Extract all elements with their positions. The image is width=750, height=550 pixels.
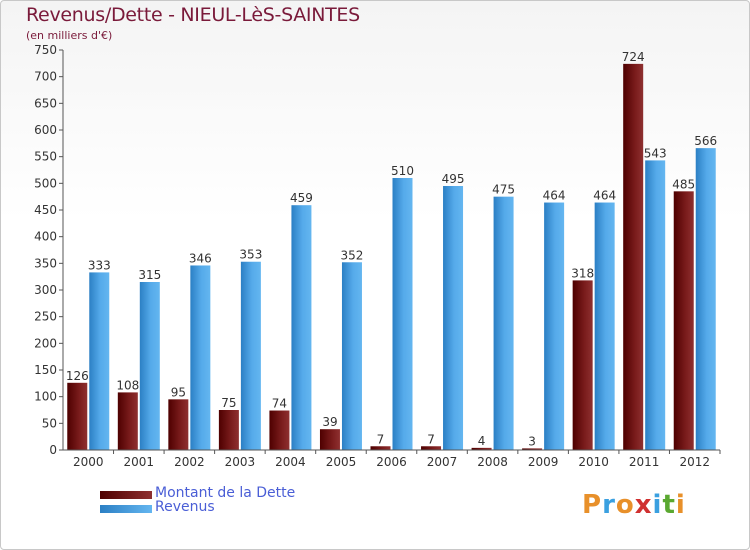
data-label-debt: 108 bbox=[116, 378, 139, 392]
data-label-revenue: 346 bbox=[189, 251, 212, 265]
bar-revenue bbox=[392, 178, 413, 450]
legend-swatch-revenue bbox=[100, 505, 152, 513]
bar-debt bbox=[319, 429, 340, 450]
bar-debt bbox=[117, 392, 138, 450]
data-label-debt: 95 bbox=[171, 385, 186, 399]
proxiti-logo: Proxiti bbox=[582, 490, 686, 520]
y-tick-label: 600 bbox=[34, 123, 57, 137]
x-axis: 2000 2001 2002 2003 2004 2005 2006 2007 2008 2009… bbox=[63, 449, 721, 469]
bar-debt bbox=[522, 448, 543, 450]
y-tick-label: 250 bbox=[34, 310, 57, 324]
data-label-debt: 75 bbox=[221, 396, 236, 410]
y-tick-label: 150 bbox=[34, 363, 57, 377]
logo-letter: r bbox=[602, 490, 616, 520]
legend-label-debt: Montant de la Dette bbox=[155, 485, 296, 501]
x-tick-label: 2007 bbox=[427, 455, 458, 469]
bar-revenue bbox=[89, 272, 110, 450]
logo-letter: P bbox=[582, 490, 603, 520]
data-label-revenue: 352 bbox=[341, 248, 364, 262]
bars: 126 333 108 315 95 346 75 353 74 459 39 352 7 510 7 495… bbox=[66, 50, 717, 451]
data-label-revenue: 464 bbox=[593, 189, 616, 203]
x-tick-label: 2010 bbox=[578, 455, 609, 469]
chart-subtitle: (en milliers d'€) bbox=[26, 29, 113, 42]
bar-revenue bbox=[190, 265, 211, 450]
bar-revenue bbox=[443, 186, 464, 450]
data-label-debt: 7 bbox=[377, 432, 385, 446]
y-axis: 0 50 100 150 200 250 300 350 400 450 500 550 600 650 7… bbox=[34, 43, 64, 457]
bar-debt bbox=[421, 446, 442, 450]
logo-letter: t bbox=[662, 490, 676, 520]
y-tick-label: 200 bbox=[34, 336, 57, 350]
bar-debt bbox=[623, 63, 644, 450]
bar-revenue bbox=[493, 196, 514, 450]
data-label-revenue: 475 bbox=[492, 183, 515, 197]
x-tick-label: 2008 bbox=[477, 455, 508, 469]
x-tick-label: 2000 bbox=[73, 455, 104, 469]
y-tick-label: 550 bbox=[34, 150, 57, 164]
bar-revenue bbox=[544, 202, 565, 450]
x-tick-label: 2001 bbox=[124, 455, 155, 469]
y-tick-label: 50 bbox=[42, 416, 57, 430]
x-tick-label: 2012 bbox=[679, 455, 710, 469]
bar-revenue bbox=[291, 205, 312, 450]
y-tick-label: 400 bbox=[34, 230, 57, 244]
logo-letter: o bbox=[615, 490, 635, 520]
data-label-debt: 126 bbox=[66, 369, 89, 383]
bar-debt bbox=[67, 382, 88, 450]
data-label-revenue: 459 bbox=[290, 191, 313, 205]
legend-swatch-debt bbox=[100, 491, 152, 499]
y-tick-label: 650 bbox=[34, 96, 57, 110]
data-label-revenue: 333 bbox=[88, 258, 111, 272]
y-tick-label: 350 bbox=[34, 256, 57, 270]
x-tick-label: 2002 bbox=[174, 455, 205, 469]
data-label-debt: 724 bbox=[622, 50, 645, 64]
x-tick-label: 2006 bbox=[376, 455, 407, 469]
legend-label-revenue: Revenus bbox=[155, 499, 215, 515]
bar-revenue bbox=[139, 282, 160, 450]
bar-debt bbox=[218, 410, 239, 450]
data-label-debt: 318 bbox=[571, 266, 594, 280]
bar-debt bbox=[471, 447, 492, 450]
data-label-revenue: 464 bbox=[543, 189, 566, 203]
x-tick-label: 2011 bbox=[629, 455, 660, 469]
y-tick-label: 100 bbox=[34, 390, 57, 404]
logo-letter: i bbox=[675, 490, 686, 520]
bar-debt bbox=[572, 280, 593, 450]
bar-debt bbox=[168, 399, 189, 450]
y-tick-label: 700 bbox=[34, 70, 57, 84]
chart-title: Revenus/Dette - NIEUL-LèS-SAINTES bbox=[26, 4, 360, 26]
data-label-revenue: 566 bbox=[694, 134, 717, 148]
data-label-debt: 3 bbox=[528, 434, 536, 448]
data-label-debt: 7 bbox=[427, 432, 435, 446]
bar-revenue bbox=[594, 202, 615, 450]
x-tick-label: 2005 bbox=[326, 455, 357, 469]
bar-debt bbox=[673, 191, 694, 451]
y-tick-label: 500 bbox=[34, 176, 57, 190]
y-tick-label: 750 bbox=[34, 43, 57, 57]
data-label-revenue: 543 bbox=[644, 146, 667, 160]
data-label-debt: 74 bbox=[272, 397, 287, 411]
x-tick-label: 2004 bbox=[275, 455, 306, 469]
x-tick-label: 2009 bbox=[528, 455, 559, 469]
x-tick-label: 2003 bbox=[225, 455, 256, 469]
data-label-revenue: 353 bbox=[239, 248, 262, 262]
y-tick-label: 0 bbox=[49, 443, 57, 457]
bar-debt bbox=[269, 410, 290, 450]
y-tick-label: 300 bbox=[34, 283, 57, 297]
bar-revenue bbox=[695, 148, 716, 450]
data-label-debt: 39 bbox=[322, 415, 337, 429]
bar-revenue bbox=[341, 262, 362, 450]
logo-letter: x bbox=[634, 490, 653, 520]
data-label-debt: 485 bbox=[672, 177, 695, 191]
y-tick-label: 450 bbox=[34, 203, 57, 217]
data-label-revenue: 315 bbox=[138, 268, 161, 282]
data-label-debt: 4 bbox=[478, 434, 486, 448]
bar-debt bbox=[370, 446, 391, 450]
data-label-revenue: 495 bbox=[442, 172, 465, 186]
bar-revenue bbox=[645, 160, 666, 450]
bar-revenue bbox=[240, 261, 261, 450]
data-label-revenue: 510 bbox=[391, 164, 414, 178]
logo-letter: i bbox=[652, 490, 663, 520]
